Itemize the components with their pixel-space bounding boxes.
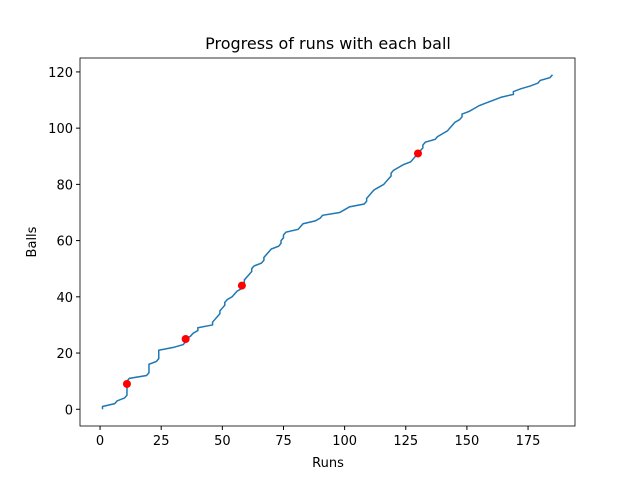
x-tick-label: 150	[454, 434, 479, 449]
y-tick-label: 80	[56, 178, 73, 193]
y-tick-label: 120	[48, 66, 73, 81]
x-tick-label: 25	[153, 434, 170, 449]
y-axis-label: Balls	[25, 226, 40, 257]
x-tick-label: 50	[214, 434, 231, 449]
y-tick-label: 100	[48, 122, 73, 137]
x-axis-label: Runs	[312, 456, 344, 471]
x-tick-label: 125	[393, 434, 418, 449]
y-tick-label: 20	[56, 347, 73, 362]
x-tick-label: 175	[516, 434, 541, 449]
y-tick-label: 60	[56, 235, 73, 250]
y-tick-label: 0	[65, 403, 73, 418]
x-tick-label: 100	[332, 434, 357, 449]
highlight-point	[181, 334, 190, 343]
highlight-point	[237, 281, 246, 290]
highlight-point	[413, 149, 422, 158]
data-line	[101, 74, 554, 410]
highlight-point	[122, 379, 131, 388]
chart-title: Progress of runs with each ball	[205, 34, 451, 53]
plot-frame	[79, 57, 576, 427]
y-tick-label: 40	[56, 291, 73, 306]
x-tick-label: 75	[275, 434, 292, 449]
x-tick-label: 0	[96, 434, 104, 449]
